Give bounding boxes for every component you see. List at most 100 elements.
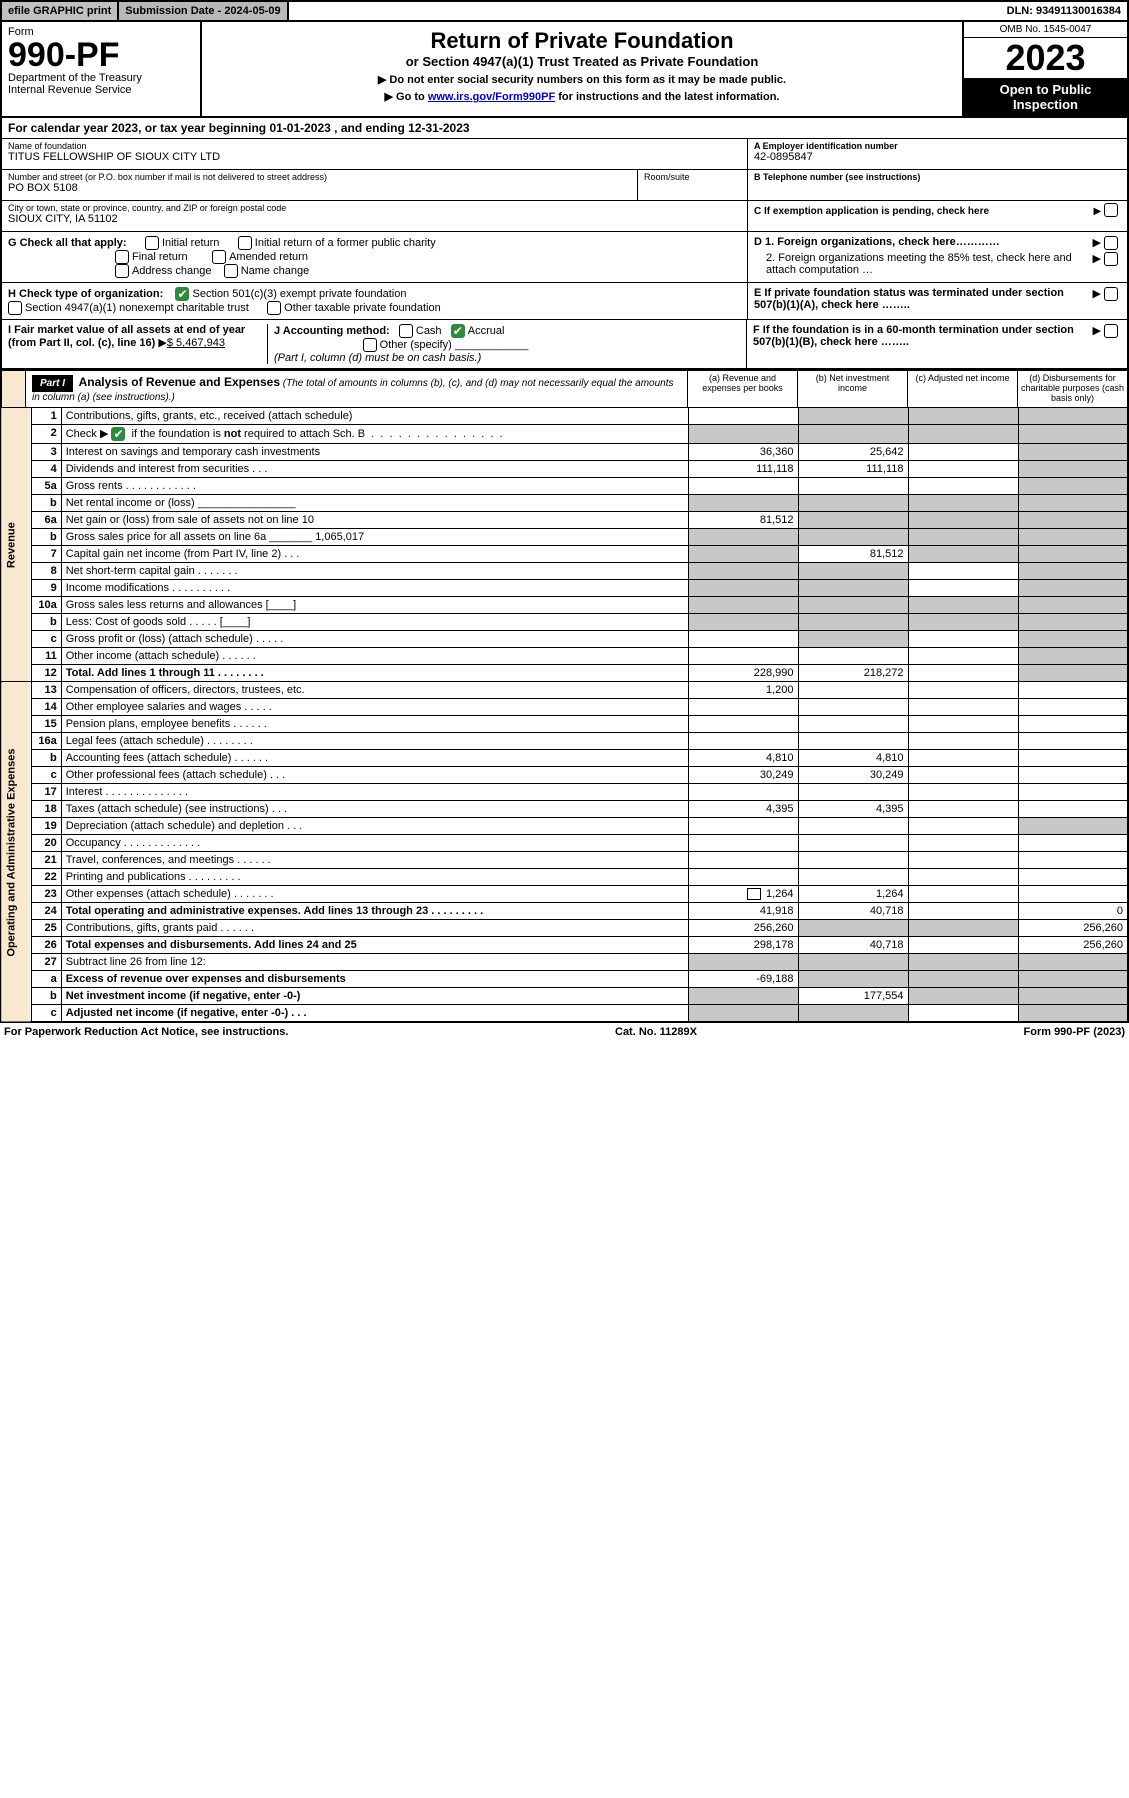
ein-value: 42-0895847 <box>754 151 1121 163</box>
g-namechange-checkbox[interactable] <box>224 264 238 278</box>
amount-cell: 81,512 <box>688 512 798 529</box>
row-desc: Gross sales price for all assets on line… <box>61 529 688 546</box>
amount-cell: 41,918 <box>688 903 798 920</box>
amount-cell <box>798 835 908 852</box>
row-number: c <box>31 767 61 784</box>
amount-cell <box>1018 614 1128 631</box>
amount-cell <box>798 920 908 937</box>
amount-cell <box>1018 563 1128 580</box>
row-number: 25 <box>31 920 61 937</box>
d1-checkbox[interactable] <box>1104 236 1118 250</box>
form-title: Return of Private Foundation <box>208 28 956 54</box>
form-header: Form 990-PF Department of the Treasury I… <box>0 22 1129 118</box>
j-label: J Accounting method: <box>274 325 390 337</box>
amount-cell <box>908 529 1018 546</box>
amount-cell <box>908 869 1018 886</box>
footer-center: Cat. No. 11289X <box>615 1026 697 1038</box>
row-desc: Legal fees (attach schedule) . . . . . .… <box>61 733 688 750</box>
amount-cell <box>798 648 908 665</box>
amount-cell <box>1018 631 1128 648</box>
amount-cell <box>798 529 908 546</box>
j-accrual-checkbox[interactable] <box>451 324 465 338</box>
amount-cell <box>798 478 908 495</box>
h-e-row: H Check type of organization: Section 50… <box>0 283 1129 320</box>
h-4947-checkbox[interactable] <box>8 301 22 315</box>
room-cell: Room/suite <box>637 170 747 200</box>
col-d-header: (d) Disbursements for charitable purpose… <box>1017 371 1127 407</box>
h-501c3-checkbox[interactable] <box>175 287 189 301</box>
c-checkbox[interactable] <box>1104 203 1118 217</box>
amount-cell <box>1018 597 1128 614</box>
row-desc: Interest . . . . . . . . . . . . . . <box>61 784 688 801</box>
g-amended-checkbox[interactable] <box>212 250 226 264</box>
g-initial-checkbox[interactable] <box>145 236 159 250</box>
city-cell: City or town, state or province, country… <box>2 201 747 231</box>
row-number: 18 <box>31 801 61 818</box>
arrow-icon: ▶ <box>1094 206 1102 217</box>
amount-cell: 25,642 <box>798 444 908 461</box>
h-label: H Check type of organization: <box>8 288 163 300</box>
attachment-icon[interactable] <box>747 888 761 900</box>
ein-label: A Employer identification number <box>754 141 1121 151</box>
amount-cell <box>798 597 908 614</box>
amount-cell <box>798 716 908 733</box>
h-other-checkbox[interactable] <box>267 301 281 315</box>
amount-cell <box>1018 408 1128 425</box>
row-number: 26 <box>31 937 61 954</box>
row-number: b <box>31 495 61 512</box>
arrow-icon: ▶ <box>1092 252 1100 276</box>
amount-cell: 40,718 <box>798 903 908 920</box>
f-checkbox[interactable] <box>1104 324 1118 338</box>
calendar-year-line: For calendar year 2023, or tax year begi… <box>0 118 1129 139</box>
amount-cell <box>908 631 1018 648</box>
amount-cell <box>798 733 908 750</box>
amount-cell: 36,360 <box>688 444 798 461</box>
amount-cell: 4,810 <box>688 750 798 767</box>
amount-cell <box>908 818 1018 835</box>
amount-cell <box>798 495 908 512</box>
city-c-row: City or town, state or province, country… <box>0 201 1129 232</box>
g-final-checkbox[interactable] <box>115 250 129 264</box>
amount-cell <box>688 954 798 971</box>
amount-cell <box>688 631 798 648</box>
amount-cell <box>908 750 1018 767</box>
j-other-checkbox[interactable] <box>363 338 377 352</box>
name-label: Name of foundation <box>8 141 741 151</box>
amount-cell <box>798 682 908 699</box>
j-cash-checkbox[interactable] <box>399 324 413 338</box>
form-link[interactable]: www.irs.gov/Form990PF <box>428 91 555 103</box>
footer-right: Form 990-PF (2023) <box>1024 1026 1126 1038</box>
row-number: 27 <box>31 954 61 971</box>
amount-cell <box>908 597 1018 614</box>
amount-cell <box>688 648 798 665</box>
row-desc: Occupancy . . . . . . . . . . . . . <box>61 835 688 852</box>
amount-cell <box>908 716 1018 733</box>
col-b-header: (b) Net investment income <box>797 371 907 407</box>
g-label: G Check all that apply: <box>8 237 127 249</box>
amount-cell <box>1018 444 1128 461</box>
part1-label: Part I <box>32 375 73 392</box>
part1-table: Revenue1Contributions, gifts, grants, et… <box>0 407 1129 1023</box>
dept-label: Department of the Treasury <box>8 72 194 84</box>
g-initial-former-checkbox[interactable] <box>238 236 252 250</box>
j-other: Other (specify) <box>380 339 452 351</box>
amount-cell <box>1018 1005 1128 1023</box>
e-checkbox[interactable] <box>1104 287 1118 301</box>
amount-cell <box>688 716 798 733</box>
d2-checkbox[interactable] <box>1104 252 1118 266</box>
row-number: 23 <box>31 886 61 903</box>
g-addrchange-checkbox[interactable] <box>115 264 129 278</box>
row-number: 6a <box>31 512 61 529</box>
row-number: 8 <box>31 563 61 580</box>
row-number: 16a <box>31 733 61 750</box>
amount-cell <box>908 699 1018 716</box>
footer-left: For Paperwork Reduction Act Notice, see … <box>4 1026 288 1038</box>
amount-cell <box>798 699 908 716</box>
amount-cell: 256,260 <box>1018 920 1128 937</box>
room-label: Room/suite <box>644 172 741 182</box>
amount-cell <box>908 835 1018 852</box>
row-number: 12 <box>31 665 61 682</box>
vert-spacer <box>2 371 26 407</box>
row-number: 17 <box>31 784 61 801</box>
amount-cell <box>1018 699 1128 716</box>
